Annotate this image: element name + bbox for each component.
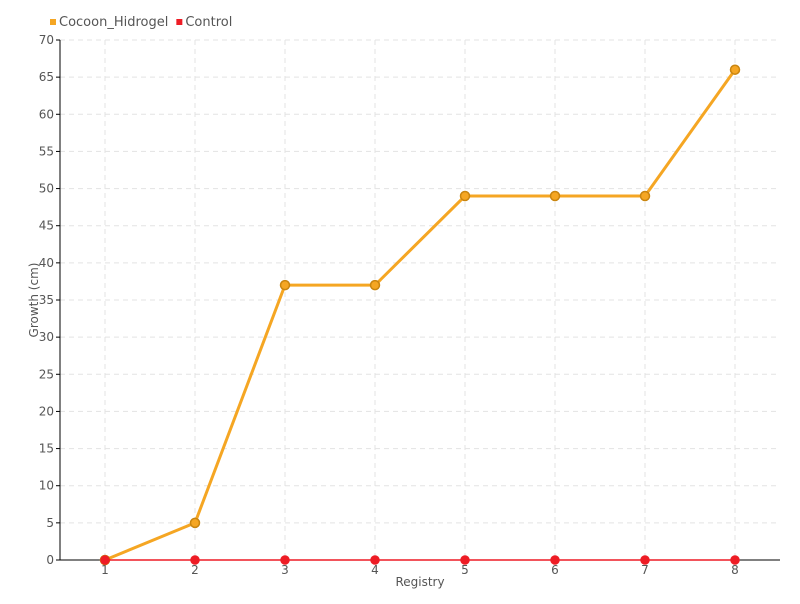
y-tick-label: 45 [39, 219, 54, 233]
y-tick-label: 40 [39, 256, 54, 270]
y-tick-label: 0 [46, 553, 54, 567]
data-point [280, 555, 290, 565]
data-point [190, 555, 200, 565]
data-point [459, 190, 471, 202]
y-tick-label: 65 [39, 70, 54, 84]
y-tick-label: 60 [39, 107, 54, 121]
series-control [100, 555, 740, 565]
legend-swatch [50, 19, 56, 25]
x-tick-label: 3 [281, 563, 289, 577]
x-tick-label: 5 [461, 563, 469, 577]
series-cocoon_hidrogel [99, 64, 741, 566]
x-tick-label: 6 [551, 563, 559, 577]
data-point [550, 555, 560, 565]
y-tick-label: 5 [46, 516, 54, 530]
data-point [460, 555, 470, 565]
y-tick-label: 20 [39, 404, 54, 418]
legend-swatch [176, 19, 183, 25]
data-point [640, 555, 650, 565]
data-point [369, 279, 381, 291]
series-layer [99, 64, 741, 566]
y-tick-label: 10 [39, 479, 54, 493]
grid [60, 39, 780, 560]
data-point [279, 279, 291, 291]
data-point [189, 517, 201, 529]
x-tick-label: 1 [101, 563, 109, 577]
y-tick-label: 70 [39, 33, 54, 47]
legend[interactable]: Cocoon_Hidrogel Control [50, 15, 232, 30]
data-point [639, 190, 651, 202]
x-axis-label: Registry [395, 575, 444, 589]
x-tick-label: 4 [371, 563, 379, 577]
y-tick-label: 50 [39, 182, 54, 196]
data-point [549, 190, 561, 202]
y-tick-label: 55 [39, 144, 54, 158]
data-point [730, 555, 740, 565]
series-line [104, 68, 737, 562]
y-tick-label: 15 [39, 442, 54, 456]
legend-label: Cocoon_Hidrogel [59, 15, 168, 30]
y-tick-label: 25 [39, 367, 54, 381]
y-tick-label: 30 [39, 330, 54, 344]
data-point [729, 64, 741, 75]
x-tick-label: 2 [191, 563, 199, 577]
legend-label: Control [185, 15, 232, 30]
y-tick-label: 35 [39, 293, 54, 307]
x-tick-label: 8 [731, 563, 739, 577]
data-point [370, 555, 380, 565]
data-point [100, 555, 110, 565]
x-tick-label: 7 [641, 563, 649, 577]
y-axis-label: Growth (cm) [27, 263, 41, 338]
